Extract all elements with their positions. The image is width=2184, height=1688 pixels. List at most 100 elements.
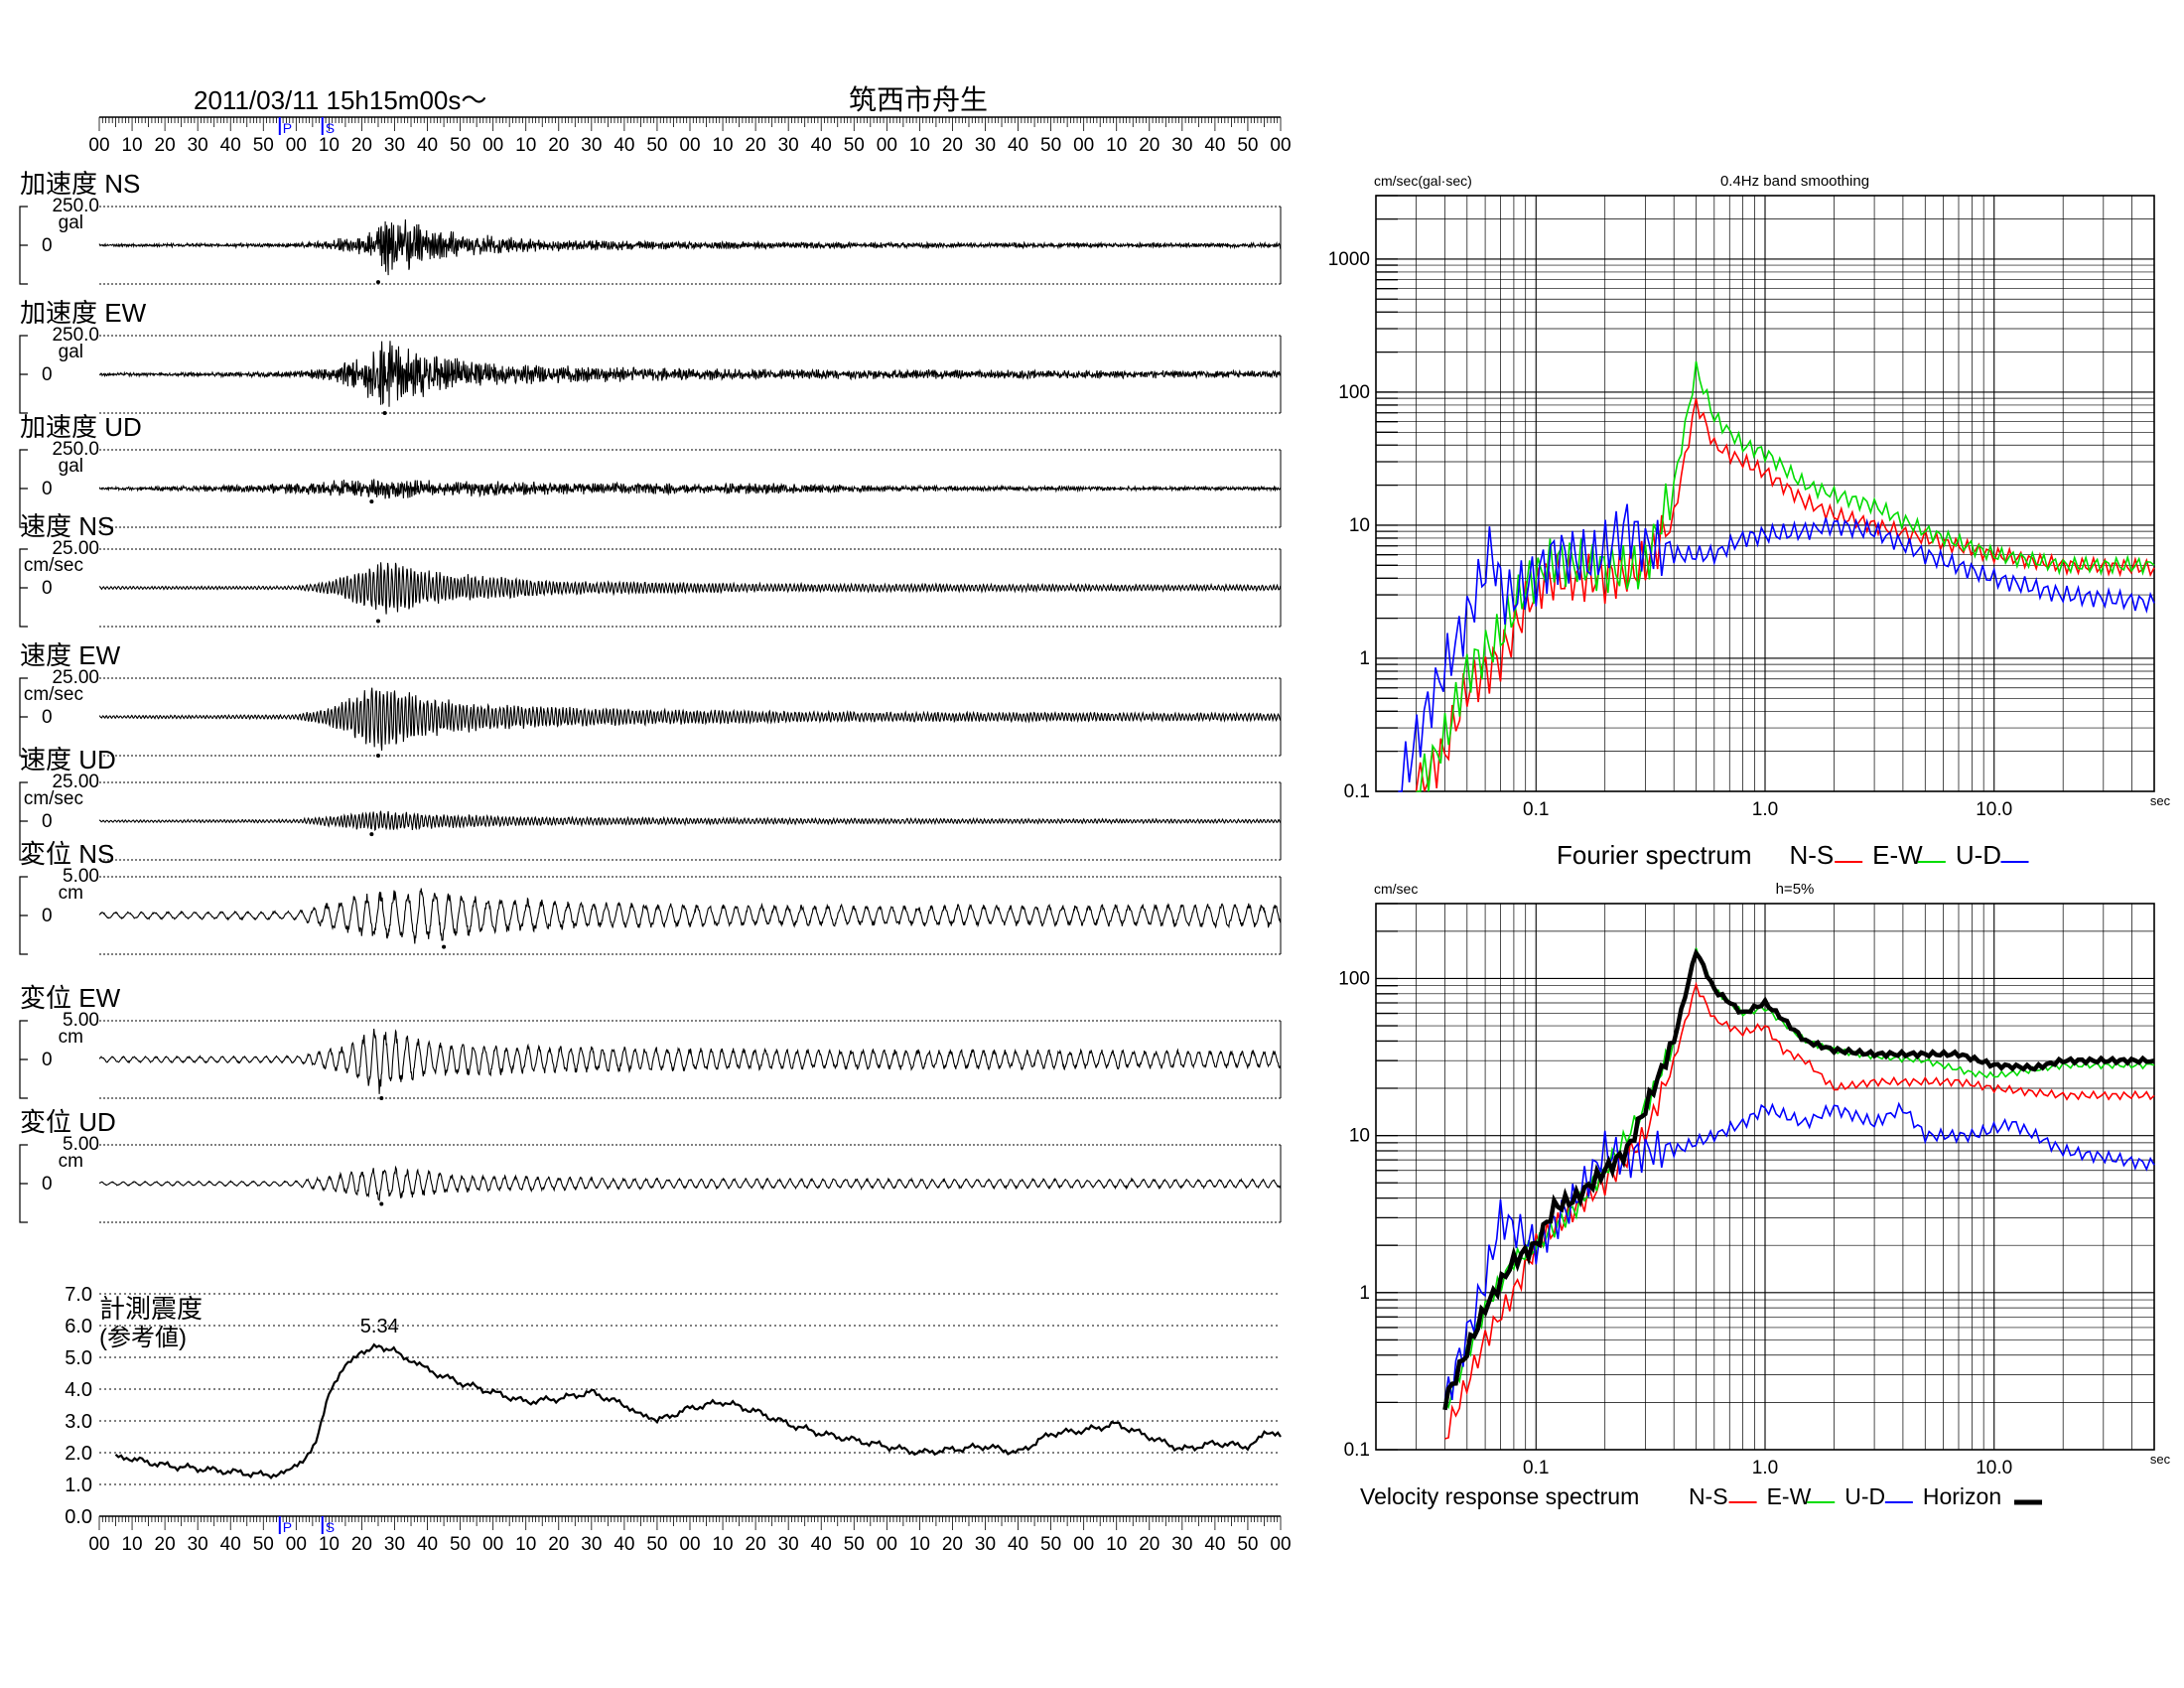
- trace-waveform: [98, 562, 1282, 615]
- trace-unit: gal: [59, 342, 83, 362]
- top-s-label: S: [326, 120, 335, 136]
- series-line-u-d: [1398, 503, 2155, 792]
- time-tick-label: 40: [811, 1534, 832, 1555]
- time-tick-label: 20: [155, 135, 176, 156]
- trace-scale-bracket: [19, 548, 28, 628]
- trace-scale-bracket: [19, 206, 28, 285]
- intensity-line: [114, 1342, 1282, 1480]
- y-tick-label: 1: [1359, 1283, 1370, 1304]
- trace-waveform: [98, 809, 1282, 831]
- series-line-e-w: [1416, 360, 2155, 792]
- time-tick-label: 00: [679, 135, 700, 156]
- time-tick-label: 50: [1237, 135, 1258, 156]
- trace-label: 加速度 EW: [20, 298, 147, 328]
- trace-peak-marker: [375, 280, 380, 285]
- time-tick-label: 50: [646, 1534, 667, 1555]
- trace-zero-label: 0: [42, 1050, 53, 1070]
- trace-label: 加速度 NS: [20, 169, 140, 199]
- time-tick-label: 50: [450, 1534, 471, 1555]
- time-tick-label: 40: [614, 1534, 634, 1555]
- trace-zero-label: 0: [42, 1174, 53, 1195]
- time-tick-label: 20: [746, 135, 766, 156]
- y-tick-label: 100: [1338, 968, 1370, 989]
- trace-peak-marker: [375, 754, 380, 758]
- intensity-tick-label: 5.0: [65, 1347, 92, 1369]
- time-tick-label: 30: [778, 135, 799, 156]
- trace-waveform: [98, 341, 1282, 407]
- time-tick-label: 30: [188, 1534, 208, 1555]
- time-tick-label: 10: [121, 1534, 142, 1555]
- time-tick-label: 00: [679, 1534, 700, 1555]
- time-tick-label: 10: [515, 135, 536, 156]
- time-tick-label: 30: [581, 1534, 602, 1555]
- time-tick-label: 50: [1237, 1534, 1258, 1555]
- trace-unit: gal: [59, 456, 83, 477]
- x-axis-label: sec: [2150, 1452, 2171, 1467]
- time-tick-label: 10: [1106, 1534, 1127, 1555]
- time-tick-label: 00: [482, 135, 503, 156]
- time-tick-label: 00: [877, 135, 897, 156]
- time-tick-label: 30: [384, 135, 405, 156]
- y-tick-label: 1000: [1328, 249, 1370, 270]
- intensity-tick-label: 3.0: [65, 1411, 92, 1433]
- trace-zero-label: 0: [42, 235, 53, 256]
- intensity-peak-label: 5.34: [360, 1316, 399, 1337]
- trace-peak-marker: [379, 1096, 384, 1100]
- legend-label: U-D: [1956, 840, 2001, 870]
- time-tick-label: 30: [975, 135, 996, 156]
- y-axis-label: cm/sec(gal·sec): [1374, 173, 1472, 189]
- intensity-tick-label: 6.0: [65, 1316, 92, 1337]
- time-tick-label: 20: [1139, 135, 1160, 156]
- time-tick-label: 10: [909, 135, 930, 156]
- top-time-axis: 00 10 20 30 40 50 00 10 20 30 40 50 00 10 20 30 40 50 00 10…: [88, 116, 1292, 156]
- plot-frame: [1375, 903, 2155, 1451]
- x-tick-label: 0.1: [1523, 1458, 1549, 1478]
- time-tick-label: 40: [417, 1534, 438, 1555]
- legend-label: U-D: [1844, 1483, 1885, 1509]
- time-tick-label: 10: [515, 1534, 536, 1555]
- series-line-n-s: [1444, 981, 2155, 1440]
- time-tick-label: 00: [88, 135, 109, 156]
- trace-waveform: [98, 1165, 1282, 1202]
- time-tick-label: 50: [253, 1534, 274, 1555]
- trace-scale-bracket: [19, 876, 28, 955]
- trace-waveform: [98, 218, 1282, 276]
- time-tick-label: 50: [450, 135, 471, 156]
- time-tick-label: 30: [1171, 1534, 1192, 1555]
- x-tick-label: 1.0: [1752, 799, 1778, 820]
- trace-peak-marker: [369, 832, 374, 837]
- legend-label: E-W: [1767, 1483, 1812, 1509]
- trace-unit: cm: [59, 883, 83, 904]
- time-tick-label: 40: [614, 135, 634, 156]
- time-tick-label: 20: [548, 135, 569, 156]
- trace-label: 加速度 UD: [20, 412, 142, 442]
- intensity-tick-label: 4.0: [65, 1379, 92, 1401]
- time-tick-label: 40: [1204, 135, 1225, 156]
- x-tick-label: 10.0: [1976, 1458, 2012, 1478]
- trace-zero-label: 0: [42, 906, 53, 926]
- time-tick-label: 20: [351, 1534, 372, 1555]
- y-axis-label: cm/sec: [1374, 881, 1418, 897]
- trace-peak-marker: [375, 619, 380, 624]
- trace-zero-label: 0: [42, 811, 53, 832]
- time-tick-label: 00: [877, 1534, 897, 1555]
- trace-unit: cm: [59, 1151, 83, 1172]
- time-tick-label: 10: [712, 135, 733, 156]
- trace-waveform: [98, 888, 1282, 944]
- time-tick-label: 30: [778, 1534, 799, 1555]
- trace-zero-label: 0: [42, 707, 53, 728]
- intensity-tick-label: 2.0: [65, 1443, 92, 1465]
- time-tick-label: 00: [88, 1534, 109, 1555]
- trace-label: 速度 UD: [20, 745, 116, 774]
- series-line-e-w: [1443, 947, 2155, 1410]
- trace-scale-value: 5.00: [63, 1134, 99, 1155]
- y-tick-label: 10: [1349, 1126, 1370, 1147]
- time-tick-label: 30: [1171, 135, 1192, 156]
